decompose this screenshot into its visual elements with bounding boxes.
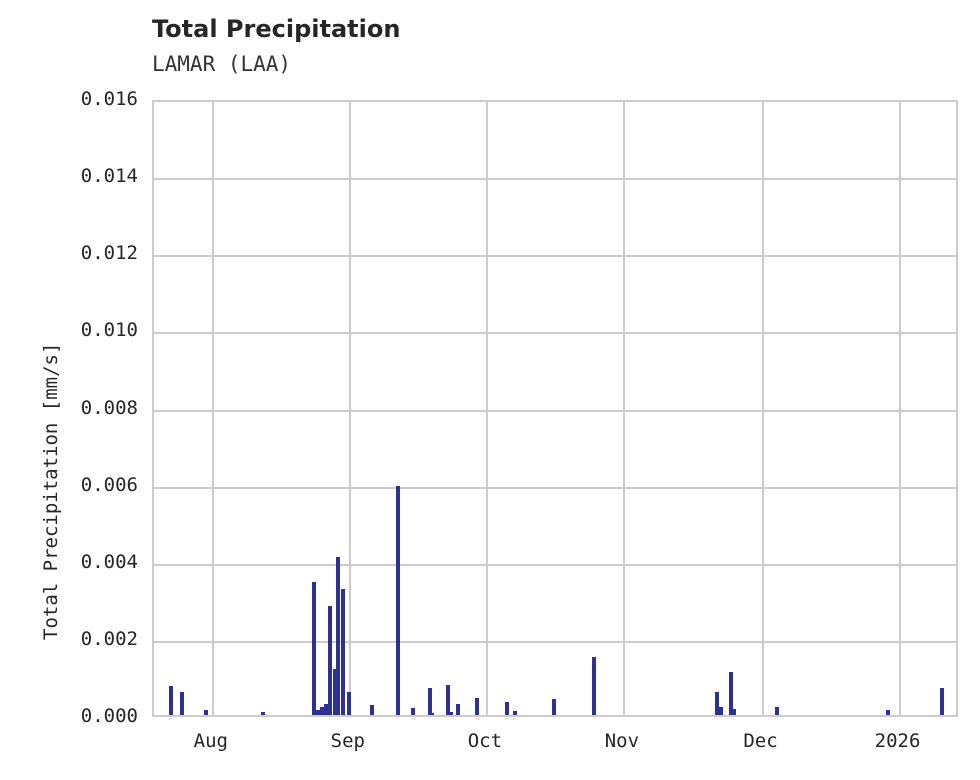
gridline-vertical [348, 102, 351, 715]
bar [446, 684, 451, 715]
bar [427, 688, 432, 715]
bar [592, 657, 597, 715]
bar [396, 485, 401, 715]
bar [886, 710, 891, 715]
x-tick-label: Nov [604, 730, 640, 752]
bar [335, 556, 340, 715]
gridline-vertical [211, 102, 214, 715]
gridline-vertical [622, 102, 625, 715]
bar [323, 704, 328, 715]
bar [775, 706, 780, 715]
bar [341, 588, 346, 715]
bar [729, 671, 734, 715]
gridline-vertical [485, 102, 488, 715]
bar [320, 706, 325, 715]
bar [180, 691, 185, 715]
y-tick-label: 0.000 [80, 705, 138, 727]
y-tick-label: 0.016 [80, 88, 138, 110]
bar [260, 711, 265, 715]
x-tick-label: Oct [467, 730, 503, 752]
bar [332, 668, 337, 715]
bar [719, 707, 724, 715]
y-axis-label: Total Precipitation [mm/s] [40, 342, 62, 640]
bar [369, 704, 374, 715]
gridline-vertical [761, 102, 764, 715]
x-tick-label: Aug [193, 730, 228, 752]
x-tick-label: Dec [743, 730, 778, 752]
y-tick-label: 0.010 [80, 319, 138, 342]
gridline-horizontal [154, 178, 956, 181]
bar [316, 710, 321, 715]
chart-subtitle: LAMAR (LAA) [152, 52, 292, 76]
gridline-horizontal [154, 409, 956, 412]
bar [513, 710, 518, 715]
bar [169, 686, 174, 715]
bar-series [154, 102, 956, 715]
bar [505, 701, 509, 715]
bar [347, 691, 352, 715]
gridline-horizontal [154, 563, 956, 566]
bar [312, 581, 317, 715]
bar [551, 698, 556, 715]
bar [430, 712, 435, 715]
y-tick-label: 0.014 [80, 165, 138, 188]
bar [475, 698, 480, 715]
bar [940, 688, 945, 715]
bar [327, 605, 332, 715]
x-tick-label: Sep [330, 730, 365, 752]
gridline-horizontal [154, 640, 956, 643]
bar [732, 709, 737, 715]
bar [410, 707, 415, 715]
chart-title: Total Precipitation [152, 15, 401, 43]
bar [449, 711, 454, 715]
gridline-horizontal [154, 332, 956, 335]
bar [455, 704, 460, 715]
bar [714, 691, 719, 715]
x-tick-label: 2026 [874, 730, 921, 752]
y-tick-label: 0.012 [80, 242, 138, 265]
plot-area [152, 100, 958, 717]
gridline-vertical [898, 102, 901, 715]
bar [204, 710, 209, 715]
gridline-horizontal [154, 255, 956, 258]
gridline-horizontal [154, 486, 956, 489]
